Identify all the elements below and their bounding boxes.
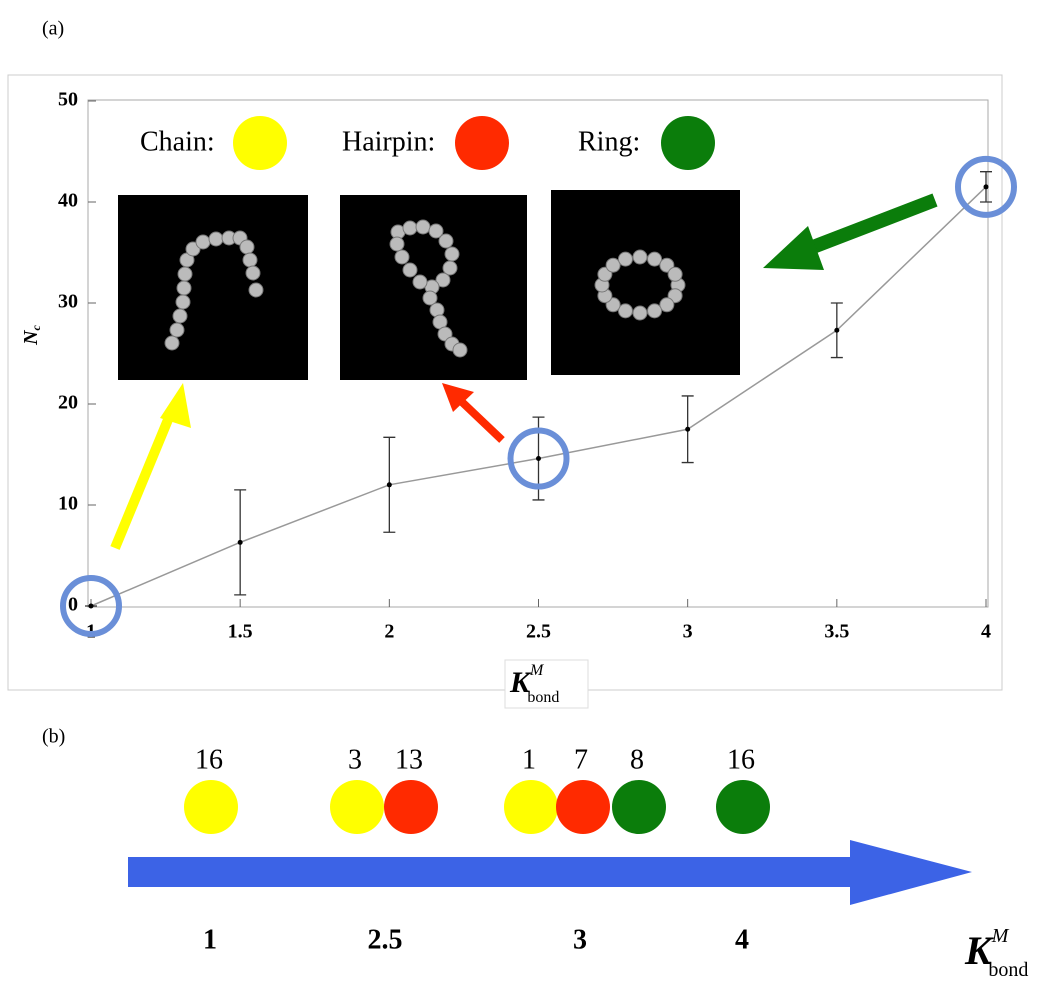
bead	[389, 236, 405, 252]
count-label: 16	[727, 744, 755, 775]
panel-label: (b)	[42, 726, 65, 748]
legend-swatch	[455, 116, 509, 170]
bead	[659, 297, 675, 313]
bead	[172, 308, 188, 324]
count-circle	[716, 780, 770, 834]
count-circle	[384, 780, 438, 834]
k-label: 3	[573, 924, 587, 955]
bead	[177, 266, 193, 282]
bead	[175, 294, 191, 310]
arrows	[110, 193, 938, 550]
count-label: 16	[195, 744, 223, 775]
highlight-ring	[955, 155, 1017, 218]
y-tick-label: 30	[58, 291, 78, 313]
y-tick-label: 0	[68, 594, 78, 616]
arrow-head	[442, 383, 474, 412]
data-point	[88, 603, 94, 609]
arrow-head	[763, 226, 824, 270]
bead	[667, 266, 683, 282]
bead	[422, 290, 438, 306]
x-tick-label: 3.5	[824, 621, 849, 643]
legend-swatch	[233, 116, 287, 170]
legend-label: Chain:	[140, 126, 215, 157]
arrow	[110, 408, 177, 550]
highlight-ring	[507, 427, 570, 490]
bead	[435, 272, 451, 288]
bead	[239, 239, 255, 255]
count-circle	[504, 780, 558, 834]
beads	[164, 219, 686, 358]
k-label: 4	[735, 924, 749, 955]
count-circle	[612, 780, 666, 834]
count-circle	[556, 780, 610, 834]
bead	[617, 251, 633, 267]
y-tick-label: 50	[58, 89, 78, 111]
bead	[208, 231, 224, 247]
count-label: 3	[348, 744, 362, 775]
count-circle	[330, 780, 384, 834]
inset-chain	[118, 195, 308, 380]
inset-ring	[551, 190, 740, 375]
data-point	[386, 482, 392, 488]
count-circle	[184, 780, 238, 834]
count-label: 8	[630, 744, 644, 775]
bead	[169, 322, 185, 338]
data-point	[834, 327, 840, 333]
k-axis-arrow	[128, 840, 972, 905]
bead	[248, 282, 264, 298]
highlight-ring	[60, 575, 122, 637]
k-axis-label: KM bond	[964, 925, 1028, 981]
data-point	[685, 426, 691, 432]
bead	[428, 223, 444, 239]
legend-swatch	[661, 116, 715, 170]
x-tick-label: 4	[981, 621, 991, 643]
bead	[438, 233, 454, 249]
x-tick-label: 2.5	[526, 621, 551, 643]
bead	[412, 274, 428, 290]
bead	[176, 280, 192, 296]
data-point	[536, 456, 541, 462]
bead	[164, 335, 180, 351]
y-tick-label: 40	[58, 190, 78, 212]
bead	[402, 262, 418, 278]
arrow	[459, 399, 505, 443]
bead	[605, 257, 621, 273]
bead	[632, 249, 648, 265]
legend-label: Hairpin:	[342, 126, 435, 157]
legend-label: Ring:	[578, 126, 640, 157]
bead	[647, 303, 663, 319]
bead	[245, 265, 261, 281]
bead	[415, 219, 431, 235]
count-label: 1	[522, 744, 536, 775]
arrow	[797, 193, 938, 259]
y-tick-label: 10	[58, 493, 78, 515]
bead	[402, 220, 418, 236]
bead	[444, 246, 460, 262]
data-point	[237, 539, 243, 545]
x-axis-label: KM bond	[509, 662, 559, 706]
x-label-box	[504, 659, 589, 709]
bead	[452, 342, 468, 358]
count-label: 7	[574, 744, 588, 775]
k-label: 2.5	[368, 924, 403, 955]
chart-frame	[7, 74, 1003, 691]
data-point	[983, 184, 989, 190]
bead	[632, 305, 648, 321]
arrow-head	[160, 383, 191, 428]
bead	[394, 249, 410, 265]
x-tick-label: 1.5	[228, 621, 253, 643]
bead	[617, 303, 633, 319]
y-tick-label: 20	[58, 392, 78, 414]
bead	[242, 252, 258, 268]
bead	[647, 251, 663, 267]
k-label: 1	[203, 924, 217, 955]
y-axis-label: Nc	[20, 324, 43, 345]
x-tick-label: 3	[683, 621, 693, 643]
bead	[195, 234, 211, 250]
x-tick-label: 2	[384, 621, 394, 643]
bead	[442, 260, 458, 276]
count-label: 13	[395, 744, 423, 775]
panel-label: (a)	[42, 18, 64, 40]
